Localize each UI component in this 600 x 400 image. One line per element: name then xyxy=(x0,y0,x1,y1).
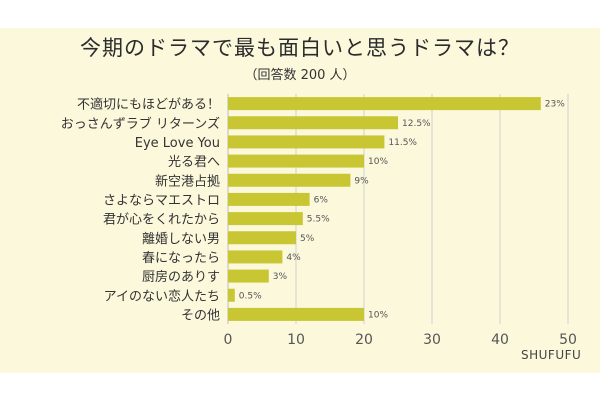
chart-card: 今期のドラマで最も面白いと思うドラマは？ （回答数 200 人） 0 10 20 30… xyxy=(0,28,600,373)
category-label: 君が心をくれたから xyxy=(103,213,220,228)
x-tick-label: 20 xyxy=(355,332,373,348)
data-label: 9% xyxy=(354,176,369,186)
bar xyxy=(228,173,351,187)
data-label: 6% xyxy=(314,195,329,205)
data-label: 4% xyxy=(286,253,301,263)
category-label: 厨房のありす xyxy=(142,269,220,285)
x-tick-label: 30 xyxy=(423,332,441,348)
bar xyxy=(228,269,269,283)
data-label: 23% xyxy=(545,100,565,110)
x-tick-label: 0 xyxy=(224,332,233,348)
category-label: さよならマエストロ xyxy=(103,193,220,208)
bar xyxy=(228,250,283,264)
bar-chart: 0 10 20 30 40 50 不適切にもほどがある！ 23% おっさんずラブ リターンズ 12… xyxy=(61,94,577,348)
category-label: 新空港占拠 xyxy=(155,173,220,189)
bar xyxy=(228,231,296,245)
category-label: Eye Love You xyxy=(135,136,220,151)
category-label: 不適切にもほどがある！ xyxy=(77,97,220,113)
data-label: 10% xyxy=(368,157,388,167)
data-label: 3% xyxy=(273,272,288,282)
data-label: 10% xyxy=(368,310,388,320)
brand-label: SHUFUFU xyxy=(521,348,582,362)
bar xyxy=(228,135,385,149)
bar xyxy=(228,116,398,130)
chart-subtitle: （回答数 200 人） xyxy=(244,68,356,83)
data-label: 5% xyxy=(300,234,315,244)
x-tick-label: 10 xyxy=(287,332,305,348)
data-label: 11.5% xyxy=(388,138,417,148)
bar xyxy=(228,97,541,111)
bar xyxy=(228,154,364,168)
data-label: 5.5% xyxy=(307,215,330,225)
category-label: その他 xyxy=(181,308,220,323)
category-label: 春になったら xyxy=(142,251,220,266)
bar xyxy=(228,192,310,206)
x-tick-label: 40 xyxy=(491,332,509,348)
chart-title: 今期のドラマで最も面白いと思うドラマは？ xyxy=(80,36,520,60)
bar xyxy=(228,212,303,226)
bar xyxy=(228,307,364,321)
category-label: おっさんずラブ リターンズ xyxy=(61,116,220,132)
category-label: 離婚しない男 xyxy=(142,232,220,247)
data-label: 12.5% xyxy=(402,119,431,129)
bar xyxy=(228,288,235,302)
category-label: アイのない恋人たち xyxy=(104,288,220,304)
x-tick-label: 50 xyxy=(559,332,577,348)
data-label: 0.5% xyxy=(239,291,262,301)
category-label: 光る君へ xyxy=(168,155,220,170)
